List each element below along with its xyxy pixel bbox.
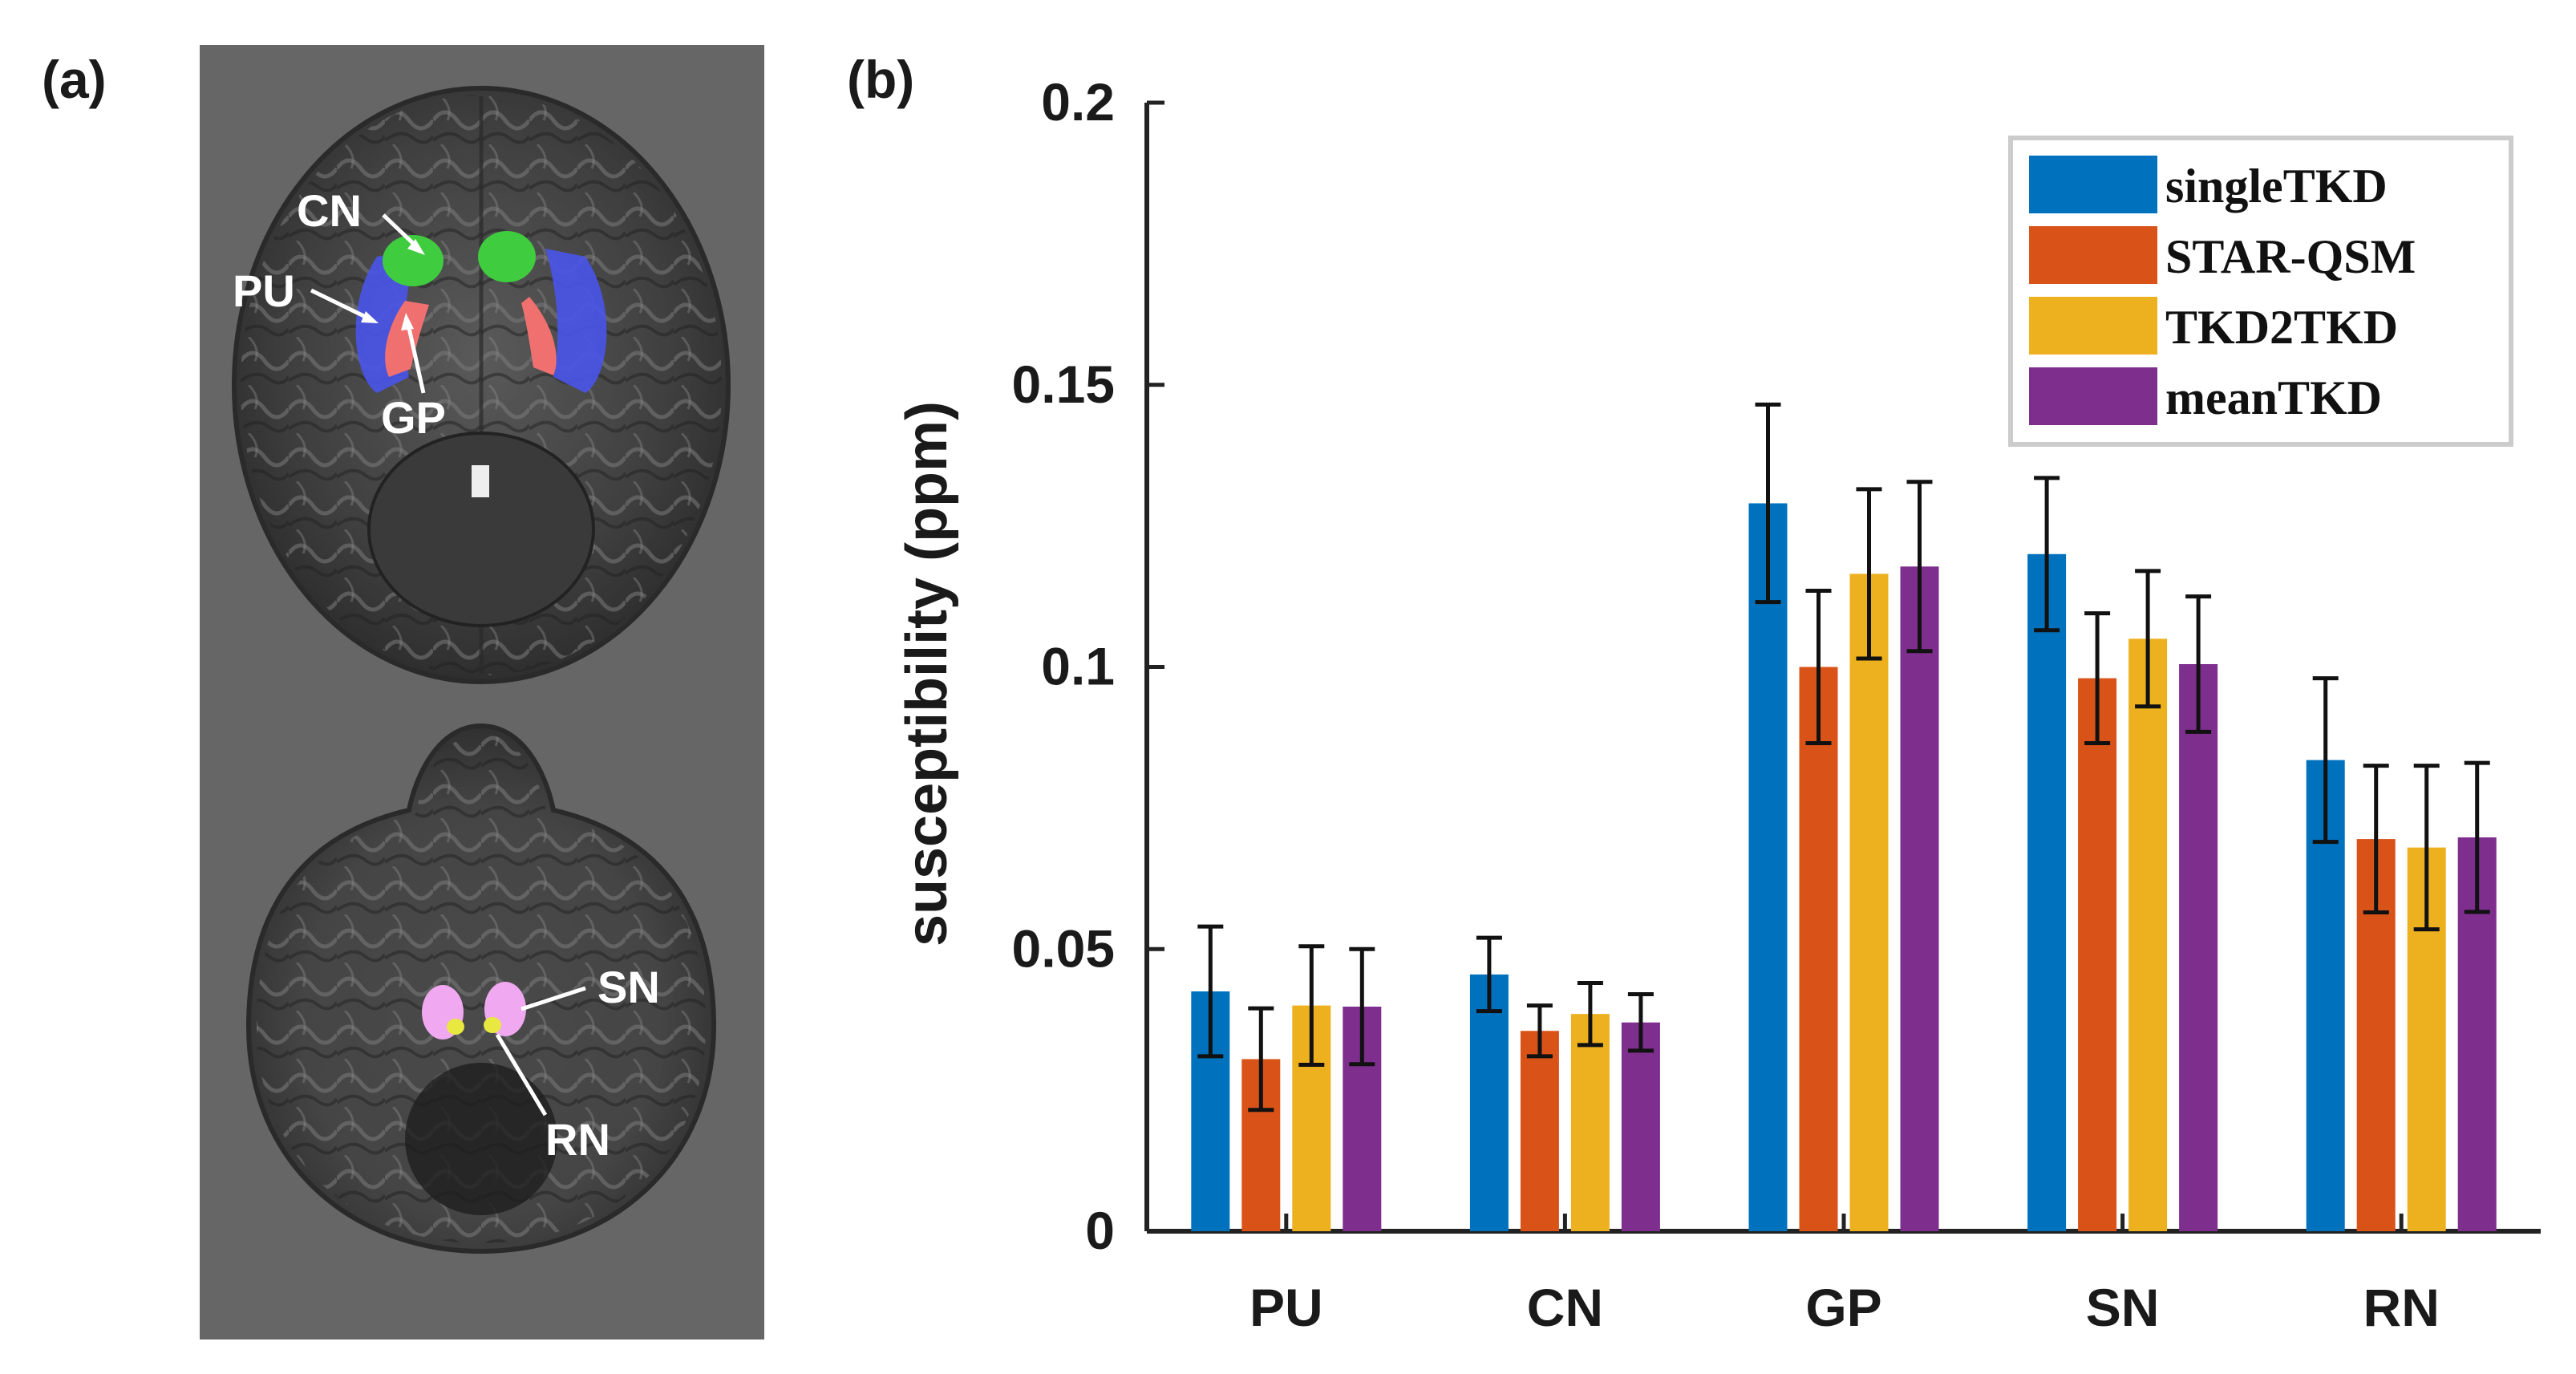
mri-slice-lower: SN RN — [245, 723, 717, 1254]
bar-tkd2tkd-sn — [2128, 638, 2168, 1231]
x-tick-label-cn: CN — [1527, 1278, 1603, 1337]
bar-singletkd-sn — [2027, 553, 2067, 1231]
rn-left-roi — [447, 1019, 464, 1035]
error-bar-star-qsm-rn — [2363, 764, 2389, 915]
bar-meantkd-cn — [1621, 1022, 1660, 1231]
y-tick-label: 0.2 — [1041, 72, 1115, 132]
sn-label: SN — [597, 962, 660, 1012]
gp-arrow — [405, 320, 426, 394]
pu-arrow — [310, 288, 372, 322]
bright-spot-upper — [472, 465, 489, 497]
x-tick-label-rn: RN — [2363, 1278, 2440, 1337]
bar-meantkd-sn — [2179, 663, 2218, 1231]
error-bar-meantkd-pu — [1349, 946, 1375, 1067]
cn-arrowhead — [407, 239, 425, 255]
error-bar-meantkd-rn — [2464, 760, 2490, 914]
error-bar-meantkd-gp — [1906, 480, 1933, 654]
error-bar-meantkd-cn — [1627, 992, 1654, 1053]
error-bar-singletkd-pu — [1197, 924, 1224, 1059]
bar-star-qsm-cn — [1520, 1031, 1559, 1231]
pu-label: PU — [233, 265, 295, 316]
bar-star-qsm-sn — [2078, 678, 2117, 1231]
error-bar-tkd2tkd-rn — [2413, 764, 2440, 932]
error-bar-tkd2tkd-gp — [1856, 487, 1882, 661]
sn-pointer — [520, 986, 586, 1011]
rn-right-roi — [484, 1017, 501, 1033]
y-axis-title: susceptibility (ppm) — [895, 401, 959, 946]
bar-tkd2tkd-gp — [1849, 574, 1889, 1231]
legend-swatch-meantkd — [2029, 367, 2157, 425]
error-bars — [1197, 402, 2490, 1113]
error-bar-star-qsm-sn — [2084, 611, 2111, 745]
x-tick-label-sn: SN — [2086, 1278, 2160, 1337]
brainstem-lower — [405, 1063, 557, 1215]
brain-lower-texture — [257, 734, 706, 1243]
error-bar-singletkd-cn — [1476, 935, 1502, 1014]
y-axis: 0 0.05 0.1 0.15 0.2 — [1012, 72, 1164, 1260]
bars — [1191, 503, 2497, 1231]
x-axis: PU CN GP SN RN — [1147, 1214, 2541, 1337]
panel-b: (b) susceptibility (ppm) 0 0.05 0.1 0.15 0.2… — [847, 50, 2541, 1337]
legend-label-tkd2tkd: TKD2TKD — [2165, 301, 2398, 354]
y-tick-label: 0 — [1085, 1201, 1115, 1260]
cn-left-roi — [383, 235, 444, 286]
error-bar-tkd2tkd-cn — [1577, 980, 1603, 1048]
panel-a: (a) CN PU GP — [42, 45, 764, 1340]
x-tick-label-pu: PU — [1250, 1278, 1323, 1337]
bar-singletkd-gp — [1748, 503, 1788, 1231]
gp-left-roi — [385, 301, 429, 377]
mri-slice-upper: CN PU GP — [232, 86, 731, 684]
cn-label: CN — [297, 185, 362, 236]
error-bar-singletkd-rn — [2312, 676, 2339, 845]
error-bar-star-qsm-pu — [1248, 1006, 1274, 1113]
error-bar-star-qsm-cn — [1526, 1003, 1553, 1059]
legend-swatch-singletkd — [2029, 156, 2157, 213]
pu-arrowhead — [361, 311, 379, 323]
legend-swatch-star-qsm — [2029, 226, 2157, 284]
error-bar-meantkd-sn — [2185, 594, 2212, 734]
error-bar-star-qsm-gp — [1805, 589, 1832, 745]
bar-meantkd-gp — [1900, 566, 1939, 1231]
legend-label-star-qsm: STAR-QSM — [2165, 230, 2416, 283]
legend: singleTKD STAR-QSM TKD2TKD meanTKD — [2008, 136, 2513, 447]
bar-tkd2tkd-cn — [1570, 1014, 1610, 1231]
y-tick-label: 0.1 — [1041, 637, 1115, 696]
error-bar-singletkd-sn — [2034, 476, 2060, 633]
gp-arrowhead — [401, 313, 414, 330]
bar-star-qsm-gp — [1799, 667, 1838, 1231]
rn-label: RN — [545, 1114, 610, 1165]
legend-swatch-tkd2tkd — [2029, 297, 2157, 355]
panel-a-label: (a) — [42, 50, 107, 109]
bar-singletkd-cn — [1469, 974, 1509, 1231]
y-tick-label: 0.15 — [1012, 355, 1115, 414]
cn-right-roi — [478, 231, 536, 282]
panel-b-label: (b) — [847, 50, 914, 109]
error-bar-singletkd-gp — [1755, 402, 1781, 605]
legend-label-singletkd: singleTKD — [2165, 160, 2388, 213]
gp-right-roi — [521, 297, 557, 375]
legend-label-meantkd: meanTKD — [2165, 371, 2382, 424]
x-tick-label-gp: GP — [1805, 1278, 1881, 1337]
midbrain-upper — [367, 432, 595, 627]
rn-pointer — [495, 1033, 548, 1117]
gp-label: GP — [381, 392, 446, 443]
y-tick-label: 0.05 — [1012, 918, 1115, 978]
pu-right-roi — [545, 249, 607, 393]
error-bar-tkd2tkd-pu — [1298, 944, 1325, 1067]
error-bar-tkd2tkd-sn — [2135, 569, 2161, 709]
